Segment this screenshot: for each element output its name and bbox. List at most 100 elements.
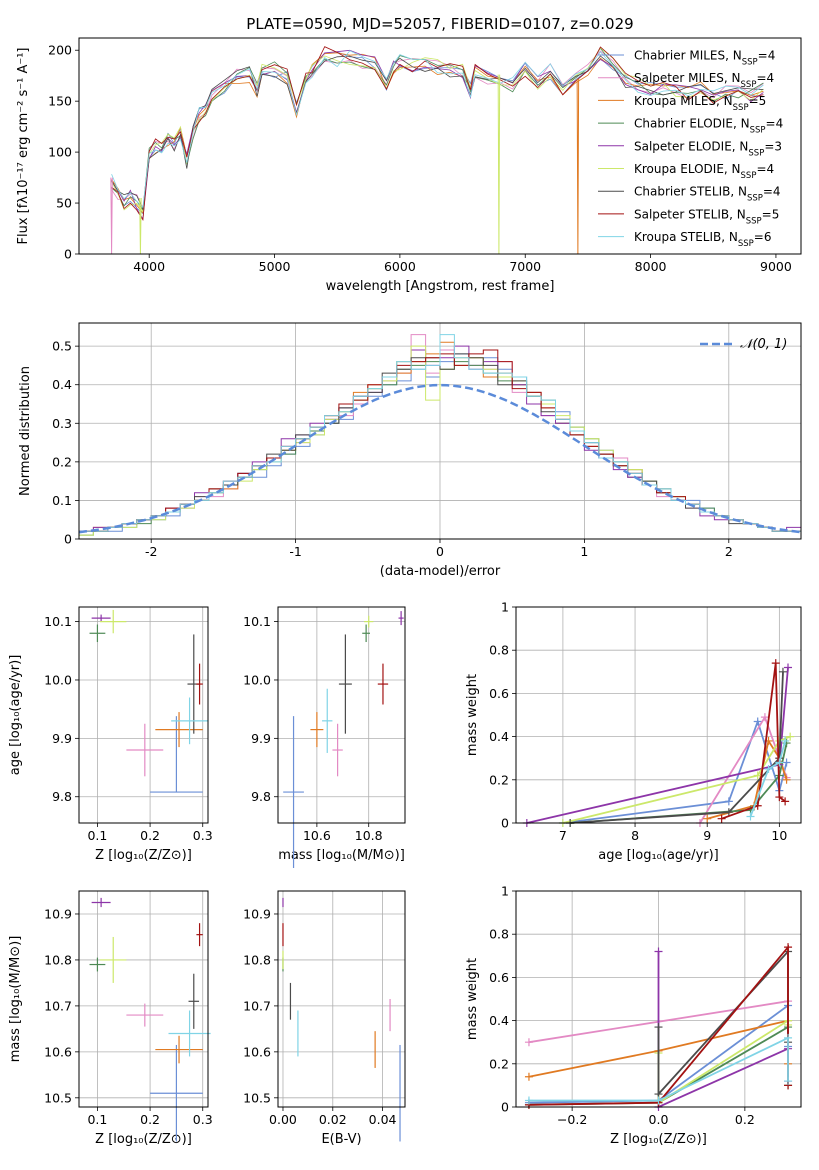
- legend-label: Salpeter STELIB, NSSP=5: [634, 207, 779, 226]
- y-tick-label: 150: [48, 94, 72, 109]
- y-tick-label: 0.6: [489, 686, 509, 701]
- weight-marker: [746, 812, 755, 821]
- weight-marker: [753, 771, 762, 780]
- y-axis-label: mass weight: [465, 958, 480, 1040]
- y-tick-label: 0.4: [52, 377, 72, 392]
- x-tick-label: 0.3: [193, 828, 213, 843]
- weight-marker: [724, 808, 733, 817]
- legend-label: Chabrier STELIB, NSSP=4: [634, 185, 781, 204]
- weight-series: [749, 740, 786, 817]
- weight-series: [529, 1036, 789, 1102]
- y-tick-label: 0: [501, 816, 509, 831]
- x-tick-label: 8: [631, 828, 639, 843]
- x-tick-label: 9000: [760, 259, 792, 274]
- y-tick-label: 10.8: [243, 952, 271, 967]
- y-tick-label: 10.6: [243, 1044, 271, 1059]
- x-tick-label: 2: [725, 544, 733, 559]
- x-tick-label: 0.0: [649, 1112, 669, 1127]
- x-tick-label: 0.1: [87, 828, 107, 843]
- axes-frame: [515, 606, 802, 824]
- x-axis-label: Z [log₁₀(Z/Z⊙)]: [95, 848, 192, 863]
- x-axis-label: E(B-V): [321, 1132, 361, 1147]
- x-axis-label: age [log₁₀(age/yr)]: [598, 848, 719, 863]
- y-tick-label: 1: [501, 884, 509, 899]
- spectrum-dropout: [497, 74, 501, 255]
- y-tick-label: 9.8: [251, 789, 271, 804]
- axes-frame: [277, 890, 406, 1108]
- legend-label: Kroupa MILES, NSSP=5: [634, 94, 766, 113]
- weight-marker: [760, 713, 769, 722]
- x-tick-label: 6000: [384, 259, 416, 274]
- weight-marker: [775, 793, 784, 802]
- y-tick-label: 10.5: [243, 1090, 271, 1105]
- spectrum-line: [111, 50, 764, 209]
- x-axis-label: wavelength [Angstrom, rest frame]: [326, 279, 555, 294]
- y-tick-label: 0.4: [489, 729, 509, 744]
- weight-marker: [781, 736, 790, 745]
- y-tick-label: 0: [501, 1100, 509, 1115]
- y-tick-label: 10.9: [243, 906, 271, 921]
- y-tick-label: 0.6: [489, 970, 509, 985]
- x-axis-label: (data-model)/error: [380, 564, 501, 579]
- y-tick-label: 0.3: [52, 416, 72, 431]
- x-tick-label: -1: [289, 544, 301, 559]
- y-tick-label: 100: [48, 145, 72, 160]
- x-tick-label: 0.2: [140, 828, 160, 843]
- x-tick-label: −0.2: [557, 1112, 587, 1127]
- y-tick-label: 10.9: [44, 906, 72, 921]
- legend-label: Chabrier ELODIE, NSSP=4: [634, 117, 783, 136]
- x-tick-label: 0.02: [319, 1112, 347, 1127]
- weight-marker: [775, 758, 784, 767]
- spectrum-panel: 4000 5000 6000 7000 8000 9000 0 50 100 150 200 wave…: [16, 37, 802, 294]
- y-axis-label: mass [log₁₀(M/M⊙)]: [8, 936, 23, 1063]
- x-tick-label: 10.6: [303, 828, 331, 843]
- x-tick-label: -2: [145, 544, 157, 559]
- weight-marker: [724, 797, 733, 806]
- weight-series: [528, 944, 789, 1106]
- x-tick-label: 1: [580, 544, 588, 559]
- y-tick-label: 0.2: [489, 1056, 509, 1071]
- axes-frame: [78, 37, 802, 255]
- y-axis-label: Normed distribution: [18, 366, 33, 496]
- x-axis-label: Z [log₁₀(Z/Z⊙)]: [95, 1132, 192, 1147]
- weight-marker: [784, 943, 793, 952]
- mass-vs-ebv-panel: 0.00 0.02 0.04 10.5 10.6 10.7 10.8 10.9 E(B-V): [243, 890, 406, 1147]
- y-tick-label: 9.9: [251, 731, 271, 746]
- x-tick-label: 7: [559, 828, 567, 843]
- weight-series: [657, 949, 789, 1097]
- weight-marker: [784, 1033, 793, 1042]
- histogram-series: [79, 334, 801, 532]
- y-tick-label: 10.7: [243, 998, 271, 1013]
- y-tick-label: 10.0: [44, 672, 72, 687]
- weight-marker: [782, 758, 791, 767]
- x-tick-label: 0.2: [735, 1112, 755, 1127]
- y-tick-label: 9.9: [52, 731, 72, 746]
- y-tick-label: 10.1: [44, 614, 72, 629]
- x-tick-label: 10.8: [355, 828, 383, 843]
- weight-marker: [524, 1072, 533, 1081]
- weight-vs-age-panel: 7 8 9 10 0 0.2 0.4 0.6 0.8 1 age [log₁₀(age/yr)] ma…: [465, 600, 802, 863]
- weight-marker: [784, 1077, 793, 1086]
- x-tick-label: 0.00: [269, 1112, 297, 1127]
- x-tick-label: 0.04: [369, 1112, 397, 1127]
- legend-label: Salpeter ELODIE, NSSP=3: [634, 139, 782, 158]
- y-tick-label: 0.4: [489, 1013, 509, 1028]
- y-tick-label: 10.5: [44, 1090, 72, 1105]
- weight-vs-metallicity-panel: −0.2 0.0 0.2 0 0.2 0.4 0.6 0.8 1 Z [log₁₀(Z/Z⊙)] m…: [465, 884, 802, 1147]
- weight-marker: [764, 765, 773, 773]
- weight-marker: [524, 1096, 533, 1105]
- spectrum-line: [111, 46, 764, 222]
- weight-marker: [782, 775, 791, 784]
- weight-series: [657, 951, 789, 1109]
- weight-marker: [654, 947, 663, 956]
- legend-label: Kroupa ELODIE, NSSP=4: [634, 162, 774, 181]
- x-tick-label: 0: [436, 544, 444, 559]
- y-tick-label: 0.8: [489, 643, 509, 658]
- spectrum-dropout: [110, 177, 113, 255]
- y-tick-label: 0.5: [52, 339, 72, 354]
- weight-marker: [717, 814, 726, 823]
- weight-marker: [771, 659, 780, 668]
- spectrum-line: [111, 55, 764, 211]
- axes-frame: [78, 322, 802, 540]
- y-tick-label: 10.6: [44, 1044, 72, 1059]
